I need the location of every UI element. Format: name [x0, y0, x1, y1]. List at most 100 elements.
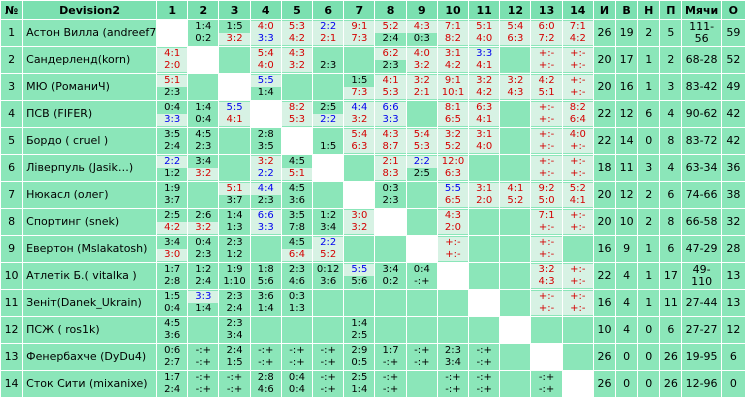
result-cell[interactable] — [219, 155, 250, 181]
result-cell[interactable] — [250, 317, 281, 343]
result-cell[interactable]: 5:5 6:5 — [437, 182, 469, 208]
result-cell[interactable]: +:- +:- — [562, 290, 593, 316]
result-cell[interactable] — [562, 344, 593, 370]
result-cell[interactable]: 4:1 5:3 — [375, 74, 406, 100]
result-cell[interactable]: 5:5 4:1 — [219, 101, 250, 127]
header-draws[interactable]: Н — [638, 1, 660, 19]
result-cell[interactable]: 4:4 2:3 — [250, 182, 281, 208]
result-cell[interactable]: 3:3 1:4 — [188, 290, 219, 316]
result-cell[interactable] — [500, 236, 531, 262]
result-cell[interactable] — [375, 290, 406, 316]
result-cell[interactable]: 2:8 4:6 — [250, 371, 281, 397]
result-cell[interactable]: 2:8 3:5 — [250, 128, 281, 154]
result-cell[interactable]: -:+ -:+ — [469, 344, 500, 370]
result-cell[interactable]: 5:3 4:2 — [281, 20, 313, 46]
result-cell[interactable]: 7:1 8:2 — [437, 20, 469, 46]
result-cell[interactable]: 3:5 2:4 — [157, 128, 188, 154]
result-cell[interactable]: 3:2 5:2 — [437, 128, 469, 154]
result-cell[interactable]: 3:1 4:2 — [437, 47, 469, 73]
result-cell[interactable]: -:+ -:+ — [313, 344, 344, 370]
result-cell[interactable]: +:- +:- — [531, 47, 562, 73]
header-wins[interactable]: В — [616, 1, 638, 19]
header-opponent-5[interactable]: 5 — [281, 1, 313, 19]
result-cell[interactable]: 3:4 3:2 — [188, 155, 219, 181]
result-cell[interactable]: 1:4 2:5 — [344, 317, 375, 343]
result-cell[interactable] — [313, 317, 344, 343]
result-cell[interactable]: 1:2 2:4 — [188, 263, 219, 289]
result-cell[interactable]: 0:3 2:3 — [375, 182, 406, 208]
result-cell[interactable]: 1:5 3:2 — [219, 20, 250, 46]
result-cell[interactable]: 4:5 3:6 — [157, 317, 188, 343]
header-opponent-4[interactable]: 4 — [250, 1, 281, 19]
result-cell[interactable]: -:+ -:+ — [250, 344, 281, 370]
result-cell[interactable] — [313, 290, 344, 316]
result-cell[interactable] — [188, 317, 219, 343]
result-cell[interactable]: 2:4 1:5 — [219, 344, 250, 370]
result-cell[interactable] — [313, 74, 344, 100]
team-name[interactable]: МЮ (РоманиЧ) — [23, 74, 157, 100]
result-cell[interactable]: 9:1 10:1 — [437, 74, 469, 100]
result-cell[interactable] — [344, 290, 375, 316]
result-cell[interactable] — [219, 47, 250, 73]
result-cell[interactable]: 2:3 3:4 — [219, 317, 250, 343]
result-cell[interactable] — [313, 182, 344, 208]
result-cell[interactable]: +:- +:- — [531, 236, 562, 262]
team-name[interactable]: Зеніт(Danek_Ukrain) — [23, 290, 157, 316]
result-cell[interactable]: 1:4 0:2 — [188, 20, 219, 46]
result-cell[interactable]: 1:7 2:4 — [157, 371, 188, 397]
result-cell[interactable]: 0:4 0:4 — [281, 371, 313, 397]
result-cell[interactable] — [500, 344, 531, 370]
result-cell[interactable]: 2:2 2:1 — [313, 20, 344, 46]
result-cell[interactable]: 5:4 4:0 — [250, 47, 281, 73]
result-cell[interactable]: 3:2 2:2 — [250, 155, 281, 181]
result-cell[interactable]: 4:1 2:0 — [157, 47, 188, 73]
result-cell[interactable] — [562, 317, 593, 343]
header-opponent-6[interactable]: 6 — [313, 1, 344, 19]
result-cell[interactable]: 1:9 3:7 — [157, 182, 188, 208]
result-cell[interactable]: +:- +:- — [562, 263, 593, 289]
result-cell[interactable]: 1:9 1:10 — [219, 263, 250, 289]
header-opponent-13[interactable]: 13 — [531, 1, 562, 19]
result-cell[interactable]: 3:1 4:0 — [469, 128, 500, 154]
result-cell[interactable]: 4:3 8:7 — [375, 128, 406, 154]
result-cell[interactable]: 4:5 5:1 — [281, 155, 313, 181]
result-cell[interactable]: 2:3 4:6 — [281, 263, 313, 289]
result-cell[interactable] — [500, 101, 531, 127]
team-name[interactable]: ПСВ (FIFER) — [23, 101, 157, 127]
result-cell[interactable]: 1:5 0:4 — [157, 290, 188, 316]
result-cell[interactable] — [469, 263, 500, 289]
header-opponent-1[interactable]: 1 — [157, 1, 188, 19]
result-cell[interactable]: -:+ -:+ — [219, 371, 250, 397]
result-cell[interactable]: -:+ -:+ — [313, 371, 344, 397]
result-cell[interactable]: 5:4 6:3 — [500, 20, 531, 46]
result-cell[interactable]: 2:2 2:5 — [406, 155, 437, 181]
result-cell[interactable] — [250, 236, 281, 262]
result-cell[interactable]: 0:6 2:7 — [157, 344, 188, 370]
result-cell[interactable]: 1:5 — [313, 128, 344, 154]
header-games[interactable]: И — [593, 1, 616, 19]
result-cell[interactable]: +:- +:- — [562, 209, 593, 235]
result-cell[interactable]: +:- +:- — [531, 290, 562, 316]
result-cell[interactable] — [469, 209, 500, 235]
team-name[interactable]: Ліверпуль (Jasik…) — [23, 155, 157, 181]
result-cell[interactable]: 2:3 3:4 — [437, 344, 469, 370]
result-cell[interactable]: 4:0 3:3 — [250, 20, 281, 46]
result-cell[interactable]: 2:5 4:2 — [157, 209, 188, 235]
result-cell[interactable]: 2:1 8:3 — [375, 155, 406, 181]
header-losses[interactable]: П — [660, 1, 682, 19]
result-cell[interactable]: 1:7 2:8 — [157, 263, 188, 289]
result-cell[interactable]: 1:4 0:4 — [188, 101, 219, 127]
result-cell[interactable] — [406, 101, 437, 127]
result-cell[interactable]: 0:4 -:+ — [406, 263, 437, 289]
result-cell[interactable] — [469, 317, 500, 343]
result-cell[interactable]: 6:0 7:2 — [531, 20, 562, 46]
result-cell[interactable]: 4:1 5:2 — [500, 182, 531, 208]
result-cell[interactable]: +:- +:- — [562, 74, 593, 100]
result-cell[interactable]: 3:4 3:0 — [157, 236, 188, 262]
result-cell[interactable]: 7:1 +:- — [531, 209, 562, 235]
header-points[interactable]: О — [721, 1, 745, 19]
result-cell[interactable] — [188, 74, 219, 100]
result-cell[interactable]: 8:2 6:4 — [562, 101, 593, 127]
result-cell[interactable]: +:- +:- — [531, 101, 562, 127]
header-opponent-2[interactable]: 2 — [188, 1, 219, 19]
